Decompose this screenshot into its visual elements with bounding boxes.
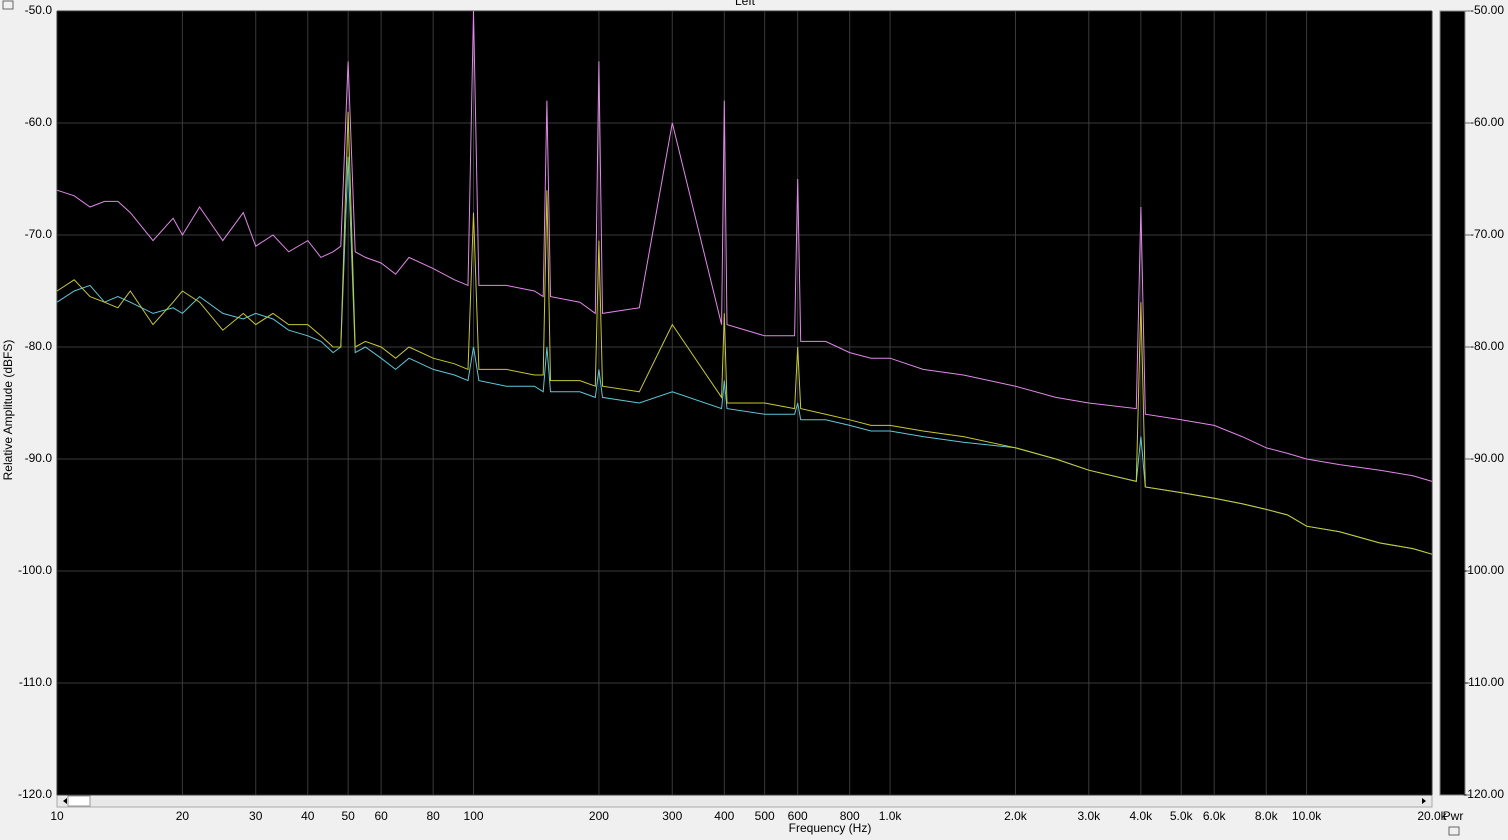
window-button[interactable] [2,0,14,10]
y2-tick-label: -100.00 [1463,563,1504,577]
scrollbar[interactable] [56,794,1433,808]
x-tick-label: 500 [755,809,775,823]
y2-axis-label: Pwr [1443,809,1464,823]
x-tick-label: 5.0k [1170,809,1194,823]
x-tick-label: 20 [176,809,190,823]
y-axis-label: Relative Amplitude (dBFS) [1,340,15,481]
x-tick-label: 200 [589,809,609,823]
x-tick-label: 6.0k [1203,809,1227,823]
x-tick-label: 800 [840,809,860,823]
power-meter [1439,10,1466,796]
x-tick-label: 2.0k [1004,809,1028,823]
chart-title: Left [735,0,756,8]
y-tick-label: -120.0 [18,787,52,801]
y2-tick-label: -60.00 [1470,115,1504,129]
x-tick-label: 300 [662,809,682,823]
scroll-thumb[interactable] [67,795,91,807]
x-tick-label: 60 [374,809,388,823]
x-tick-label: 10.0k [1292,809,1322,823]
labels: -50.0 -60.0 -70.0 -80.0 -90.0 -100.0 -110.0 -12… [18,3,1504,823]
x-tick-label: 1.0k [879,809,903,823]
y-tick-label: -70.0 [25,227,53,241]
x-tick-label: 100 [464,809,484,823]
y-tick-label: -110.0 [19,675,52,689]
x-tick-label: 80 [426,809,440,823]
y2-tick-label: -70.00 [1470,227,1504,241]
x-tick-label: 30 [249,809,263,823]
x-tick-label: 8.0k [1255,809,1279,823]
y-tick-label: -80.0 [25,339,53,353]
y-tick-label: -50.0 [25,3,53,17]
x-tick-label: 20.0k [1417,809,1447,823]
x-tick-label: 40 [301,809,315,823]
spectrum-line [56,156,1433,555]
y2-tick-label: -120.00 [1463,787,1504,801]
series [56,10,1433,555]
y-tick-label: -100.0 [18,563,52,577]
x-axis-label: Frequency (Hz) [789,821,872,835]
spectrum-line [56,10,1433,482]
y2-tick-label: -110.00 [1464,675,1504,689]
y2-tick-label: -80.00 [1470,339,1504,353]
y-tick-label: -90.0 [25,451,53,465]
x-tick-label: 3.0k [1077,809,1101,823]
x-tick-label: 50 [341,809,355,823]
x-tick-label: 600 [788,809,808,823]
y-tick-label: -60.0 [25,115,53,129]
spectrum-line [56,111,1433,555]
y2-tick-label: -50.00 [1470,3,1504,17]
y2-tick-label: -90.00 [1470,451,1504,465]
x-tick-label: 4.0k [1130,809,1154,823]
x-tick-label: 10 [50,809,64,823]
collapse-button[interactable] [1448,826,1460,836]
x-tick-label: 400 [714,809,734,823]
